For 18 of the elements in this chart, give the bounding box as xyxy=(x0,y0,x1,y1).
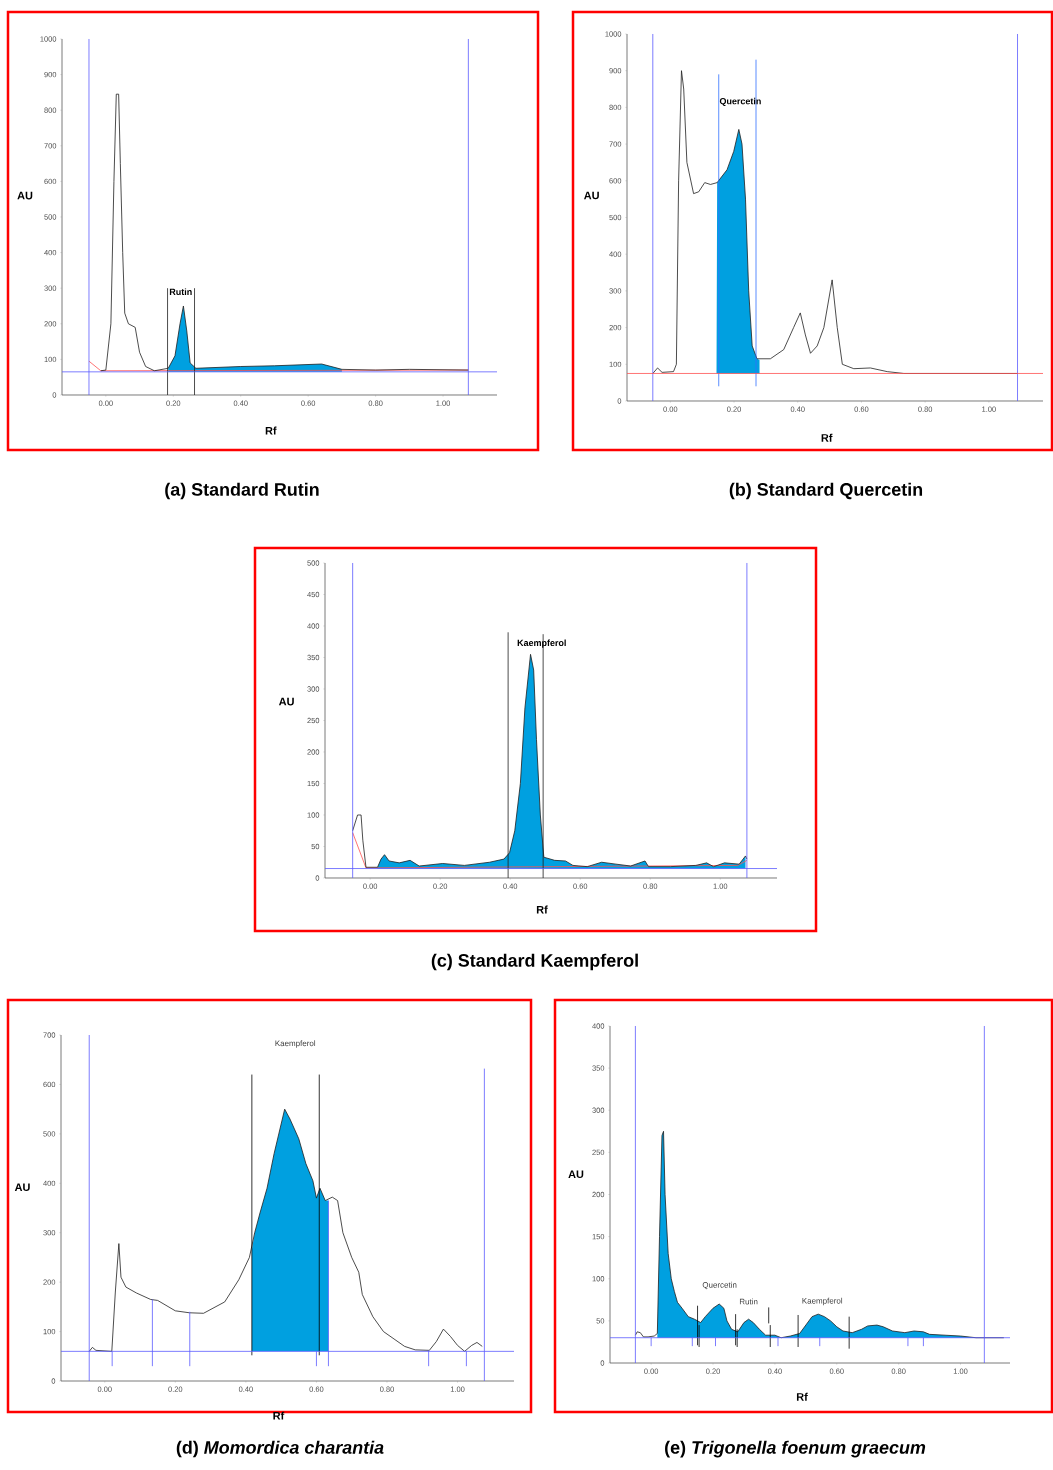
text: (e) Trigonella foenum graecum xyxy=(665,1440,926,1458)
y-axis-title: AU xyxy=(17,191,33,200)
y-axis-title: AU xyxy=(584,191,599,200)
x-axis-title: Rf xyxy=(796,1392,808,1401)
text: (d) Momordica charantia xyxy=(176,1440,384,1458)
text: (c) Standard Kaempferol xyxy=(431,953,638,971)
x-axis-title: Rf xyxy=(821,433,833,442)
annotation: Quercetin xyxy=(719,97,761,107)
annotation: Rutin xyxy=(169,288,192,296)
y-axis-title: AU xyxy=(278,697,294,706)
annotation: Kaempferol xyxy=(517,639,566,648)
y-axis-title: AU xyxy=(568,1170,584,1179)
text: (b) Standard Quercetin xyxy=(729,482,923,500)
x-axis-title: Rf xyxy=(536,905,548,914)
x-axis-title: Rf xyxy=(265,426,277,435)
text: (a) Standard Rutin xyxy=(165,482,319,500)
y-axis-title: AU xyxy=(14,1183,30,1192)
x-axis-title: Rf xyxy=(273,1411,285,1420)
